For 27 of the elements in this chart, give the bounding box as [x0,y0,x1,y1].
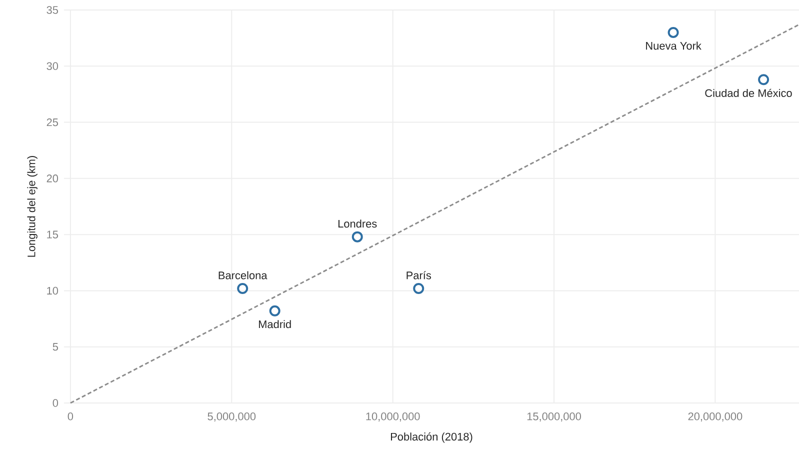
annotation: París [406,271,431,280]
y-tick-label: 10 [47,286,58,295]
point [352,231,363,242]
x-tick-label: 10,000,000 [366,412,420,422]
x-axis-title: Población (2018) [390,432,472,443]
annotation: Barcelona [218,271,268,280]
y-tick-label: 20 [46,174,58,182]
point [758,74,770,86]
x-tick-label: 20,000,000 [688,412,742,422]
y-tick-label: 0 [52,399,58,407]
annotation: Madrid [258,320,291,328]
y-tick-label: 30 [46,62,58,70]
y-axis-title: Longitud del eje (km) [27,156,38,257]
x-tick-label: 0 [68,412,74,420]
y-tick-label: 35 [46,6,58,14]
y-tick-label: 25 [46,118,58,126]
y-tick-label: 5 [52,343,58,351]
point [237,282,248,294]
point [668,26,679,38]
point [269,305,280,316]
x-tick-label: 15,000,000 [527,412,581,422]
annotation: Ciudad de México [705,88,792,97]
y-tick-label: 15 [47,230,58,238]
annotation: Londres [338,220,377,228]
x-tick-label: 5,000,000 [208,412,256,422]
point [413,282,424,294]
annotation: Nueva York [646,42,702,50]
